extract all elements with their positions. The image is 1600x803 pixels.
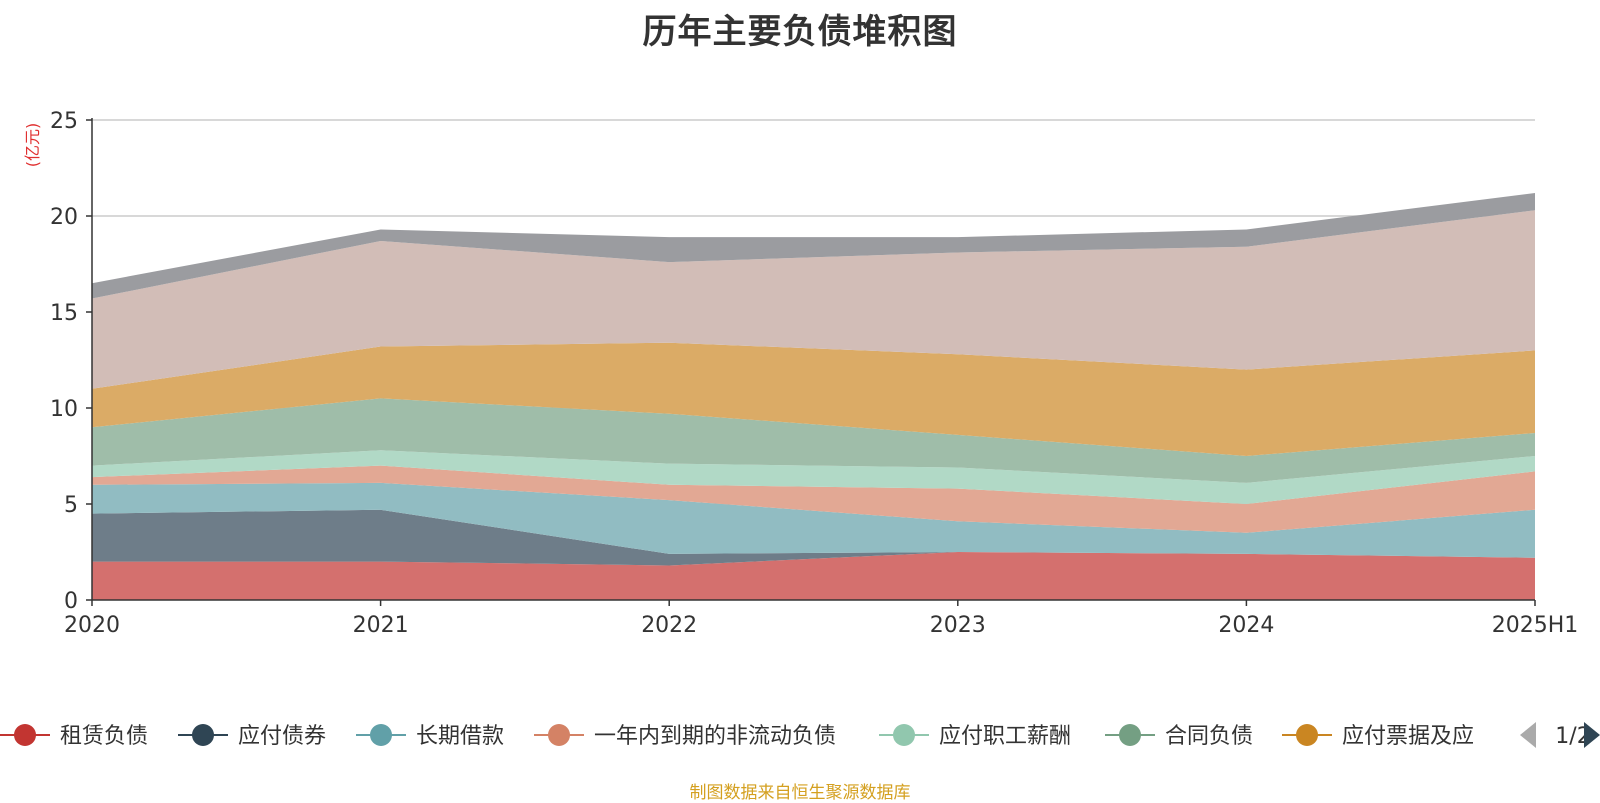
- legend-marker-icon: [370, 724, 392, 746]
- legend-item[interactable]: 合同负债: [1105, 724, 1253, 749]
- y-tick-label: 15: [50, 301, 78, 326]
- y-axis-unit: (亿元): [23, 123, 42, 168]
- legend-marker-icon: [893, 724, 915, 746]
- legend-label: 应付职工薪酬: [939, 724, 1071, 749]
- legend-label: 应付债券: [238, 724, 326, 749]
- x-tick-label: 2021: [353, 613, 409, 638]
- legend-label: 一年内到期的非流动负债: [594, 724, 836, 749]
- legend-item[interactable]: 应付票据及应: [1282, 724, 1474, 749]
- legend-marker-icon: [548, 724, 570, 746]
- area-series-应付职工薪酬: [92, 450, 1535, 504]
- legend-item[interactable]: 租赁负债: [0, 724, 148, 749]
- x-tick-label: 2023: [930, 613, 986, 638]
- area-series-租赁负债: [92, 552, 1535, 600]
- y-tick-label: 5: [64, 493, 78, 518]
- legend-item[interactable]: 应付债券: [178, 724, 326, 749]
- legend[interactable]: 租赁负债 应付债券 长期借款 一年内到期的非流动负债 应付职工薪酬 合同负债 应付票据及应 1…: [0, 722, 1600, 749]
- area-series: [92, 192, 1535, 600]
- legend-item[interactable]: 应付职工薪酬: [879, 724, 1071, 749]
- area-series-一年内到期的非流动负债: [92, 465, 1535, 533]
- area-series-应付债券: [92, 509, 1535, 566]
- legend-item[interactable]: 一年内到期的非流动负债: [534, 724, 836, 749]
- legend-label: 合同负债: [1165, 724, 1253, 749]
- legend-label: 租赁负债: [60, 724, 148, 749]
- legend-marker-icon: [14, 724, 36, 746]
- legend-marker-icon: [192, 724, 214, 746]
- area-series-其他: [92, 210, 1535, 389]
- area-series-合同负债: [92, 398, 1535, 483]
- legend-item[interactable]: 长期借款: [356, 724, 504, 749]
- x-tick-label: 2020: [64, 613, 120, 638]
- area-series-应付票据及应付账款: [92, 342, 1535, 456]
- x-tick-label: 2025H1: [1492, 613, 1579, 638]
- axes: 0 5 10 15 20 25 2020 2021 2022 2023 2024 2025H1 (亿元): [23, 109, 1578, 638]
- y-tick-label: 20: [50, 205, 78, 230]
- source-footer: 制图数据来自恒生聚源数据库: [689, 783, 911, 803]
- area-series-长期借款: [92, 482, 1535, 558]
- legend-label: 应付票据及应: [1342, 724, 1474, 749]
- chart-title: 历年主要负债堆积图: [642, 12, 958, 52]
- y-tick-label: 25: [50, 109, 78, 134]
- x-tick-label: 2022: [641, 613, 697, 638]
- legend-marker-icon: [1119, 724, 1141, 746]
- legend-prev-page-icon[interactable]: [1520, 722, 1536, 748]
- y-tick-label: 10: [50, 397, 78, 422]
- legend-label: 长期借款: [416, 724, 504, 749]
- legend-next-page-icon[interactable]: [1584, 722, 1600, 748]
- x-tick-label: 2024: [1218, 613, 1274, 638]
- y-tick-label: 0: [64, 589, 78, 614]
- legend-marker-icon: [1296, 724, 1318, 746]
- area-series-其他流动负债: [92, 192, 1535, 299]
